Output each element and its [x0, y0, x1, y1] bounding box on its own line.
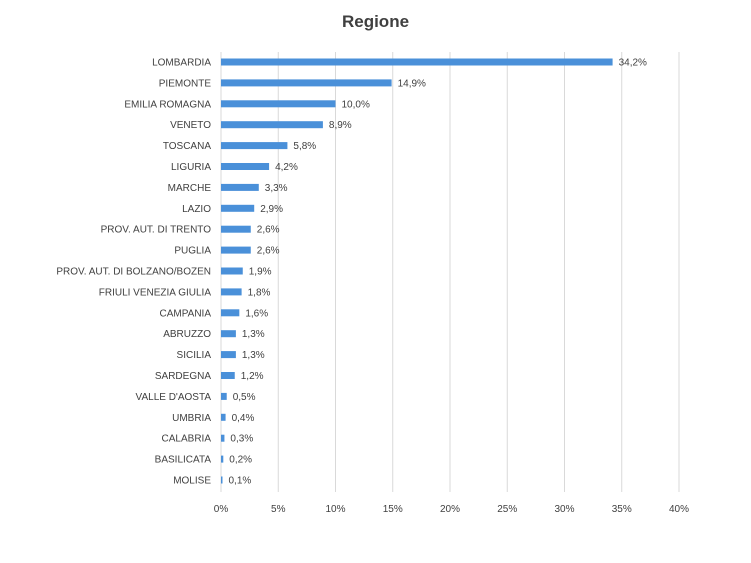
- category-label: MARCHE: [168, 183, 212, 194]
- bar: [221, 58, 613, 66]
- bar: [221, 309, 240, 317]
- bar: [221, 288, 242, 296]
- data-label: 34,2%: [619, 58, 647, 69]
- category-label: SICILIA: [177, 350, 212, 361]
- data-label: 1,3%: [242, 350, 265, 361]
- x-tick-label: 20%: [440, 504, 460, 515]
- x-tick-label: 25%: [497, 504, 517, 515]
- x-tick-label: 10%: [325, 504, 345, 515]
- category-label: VALLE D'AOSTA: [136, 392, 212, 403]
- category-label: PROV. AUT. DI BOLZANO/BOZEN: [56, 267, 211, 278]
- category-label: LIGURIA: [171, 162, 211, 173]
- data-label: 8,9%: [329, 120, 352, 131]
- bar: [221, 183, 259, 191]
- category-label: EMILIA ROMAGNA: [124, 99, 211, 110]
- data-label: 0,2%: [229, 455, 252, 466]
- data-label: 3,3%: [265, 183, 288, 194]
- x-tick-label: 40%: [669, 504, 689, 515]
- data-label: 2,6%: [257, 246, 280, 257]
- x-tick-labels: 0% 5% 10% 15% 20% 25% 30% 35% 40%: [214, 504, 689, 515]
- bar: [221, 79, 392, 87]
- bar: [221, 100, 336, 108]
- category-label: CALABRIA: [162, 434, 212, 445]
- category-label: BASILICATA: [155, 455, 212, 466]
- bar: [221, 434, 225, 442]
- bar: [221, 267, 243, 275]
- bars: [221, 58, 613, 484]
- data-label: 1,2%: [241, 371, 264, 382]
- bar: [221, 204, 255, 212]
- bar: [221, 455, 224, 463]
- bar: [221, 142, 288, 150]
- bar: [221, 392, 227, 400]
- category-label: SARDEGNA: [155, 371, 211, 382]
- bar: [221, 225, 251, 233]
- data-label: 2,9%: [260, 204, 283, 215]
- category-labels: LOMBARDIA PIEMONTE EMILIA ROMAGNA VENETO TOS…: [56, 58, 211, 487]
- data-label: 4,2%: [275, 162, 298, 173]
- bar: [221, 330, 236, 338]
- x-tick-label: 15%: [383, 504, 403, 515]
- data-label: 0,1%: [229, 476, 252, 487]
- category-label: VENETO: [170, 120, 211, 131]
- bar: [221, 413, 226, 421]
- category-label: PUGLIA: [174, 246, 211, 257]
- category-label: LAZIO: [182, 204, 211, 215]
- bar: [221, 372, 235, 379]
- data-label: 1,3%: [242, 329, 265, 340]
- category-label: PIEMONTE: [159, 78, 212, 89]
- category-label: ABRUZZO: [163, 329, 211, 340]
- category-label: CAMPANIA: [160, 308, 212, 319]
- data-label: 1,6%: [245, 308, 268, 319]
- data-label: 1,9%: [249, 267, 272, 278]
- category-label: FRIULI VENEZIA GIULIA: [99, 287, 212, 298]
- data-label: 0,4%: [232, 413, 255, 424]
- x-tick-label: 35%: [612, 504, 632, 515]
- bar: [221, 351, 236, 359]
- chart-title: Regione: [341, 12, 410, 31]
- bar: [221, 163, 270, 170]
- data-label: 2,6%: [257, 225, 280, 236]
- data-label: 1,8%: [248, 287, 271, 298]
- x-tick-label: 5%: [271, 504, 286, 515]
- data-label: 10,0%: [342, 99, 370, 110]
- x-tick-label: 30%: [554, 504, 574, 515]
- category-label: PROV. AUT. DI TRENTO: [101, 225, 212, 236]
- category-label: TOSCANA: [163, 141, 211, 152]
- data-label: 0,3%: [230, 434, 253, 445]
- category-label: MOLISE: [173, 476, 211, 487]
- bar: [221, 476, 223, 484]
- gridlines: [220, 52, 680, 492]
- data-label: 14,9%: [398, 78, 426, 89]
- data-labels: 34,2% 14,9% 10,0% 8,9% 5,8% 4,2% 3,3% 2,9% 2,6% 2…: [229, 58, 648, 487]
- bar: [221, 246, 251, 254]
- x-tick-label: 0%: [214, 504, 229, 515]
- category-label: UMBRIA: [172, 413, 211, 424]
- data-label: 5,8%: [293, 141, 316, 152]
- bar: [221, 121, 323, 129]
- data-label: 0,5%: [233, 392, 256, 403]
- category-label: LOMBARDIA: [152, 58, 211, 69]
